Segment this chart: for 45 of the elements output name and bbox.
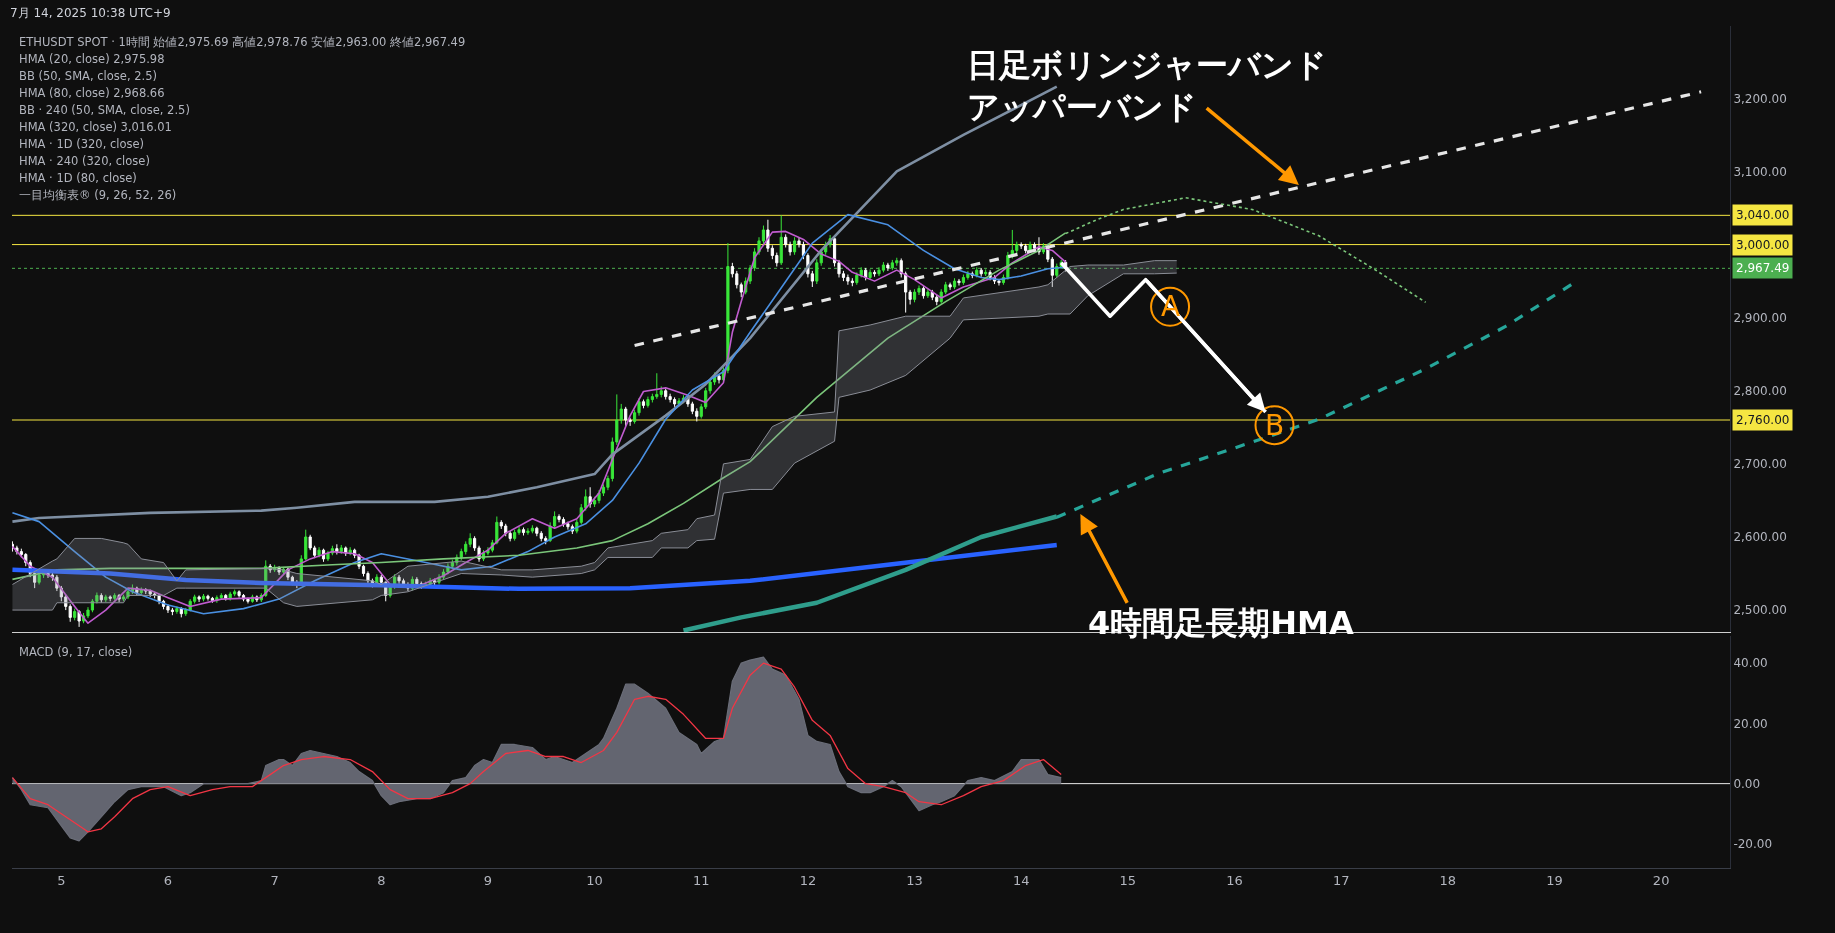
x-tick-label: 16: [1226, 872, 1243, 888]
annotation: ETHUSDT SPOT · 1時間 始値2,975.69 高値2,978.76 安値2,963.00 終値2,967.49: [19, 35, 466, 49]
y-tick-label: 3,100.00: [1733, 164, 1787, 179]
annotation: HMA (320, close) 3,016.01: [19, 120, 172, 134]
ref-line-label: 3,000.00: [1736, 238, 1790, 252]
annotation: HMA (20, close) 2,975.98: [19, 52, 165, 66]
x-tick-label: 15: [1119, 872, 1137, 888]
annotation: HMA · 240 (320, close): [19, 154, 150, 168]
x-tick-label: 6: [163, 872, 173, 888]
y-tick-label: -20.00: [1733, 837, 1773, 852]
ref-line-label: 3,040.00: [1736, 208, 1790, 222]
ref-line-label: 2,760.00: [1736, 413, 1790, 427]
y-tick-label: 0.00: [1733, 776, 1761, 791]
annotation: B: [1265, 409, 1285, 442]
x-tick-label: 18: [1439, 872, 1457, 888]
annotation: MACD (9, 17, close): [19, 645, 133, 659]
y-tick-label: 2,600.00: [1733, 530, 1787, 545]
x-tick-label: 20: [1652, 872, 1670, 888]
x-tick-label: 13: [906, 872, 923, 888]
x-tick-label: 19: [1546, 872, 1563, 888]
x-tick-label: 8: [377, 872, 386, 888]
y-tick-label: 2,800.00: [1733, 383, 1787, 398]
annotation: HMA · 1D (80, close): [19, 171, 137, 185]
annotation: 一目均衡表® (9, 26, 52, 26): [19, 188, 177, 202]
y-tick-label: 2,500.00: [1733, 603, 1787, 618]
x-tick-label: 12: [799, 872, 817, 888]
x-tick-label: 7: [270, 872, 279, 888]
x-tick-label: 5: [57, 872, 66, 888]
y-tick-label: 2,900.00: [1733, 310, 1787, 325]
annotation: HMA · 1D (320, close): [19, 137, 145, 151]
annotation: 4時間足長期HMA: [1088, 604, 1354, 642]
y-tick-label: 3,200.00: [1733, 91, 1787, 106]
annotation: BB (50, SMA, close, 2.5): [19, 69, 157, 83]
x-tick-label: 10: [586, 872, 603, 888]
annotation: BB · 240 (50, SMA, close, 2.5): [19, 103, 190, 117]
x-tick-label: 14: [1012, 872, 1030, 888]
x-tick-label: 11: [692, 872, 710, 888]
y-tick-label: 20.00: [1733, 716, 1768, 731]
y-tick-label: 2,700.00: [1733, 457, 1787, 472]
chart-title: 7月 14, 2025 10:38 UTC+9: [10, 6, 171, 20]
x-tick-label: 17: [1332, 872, 1350, 888]
x-tick-label: 9: [483, 872, 493, 888]
annotation: HMA (80, close) 2,968.66: [19, 86, 165, 100]
y-tick-label: 40.00: [1733, 656, 1768, 671]
ref-line-label: 2,967.49: [1736, 261, 1790, 275]
